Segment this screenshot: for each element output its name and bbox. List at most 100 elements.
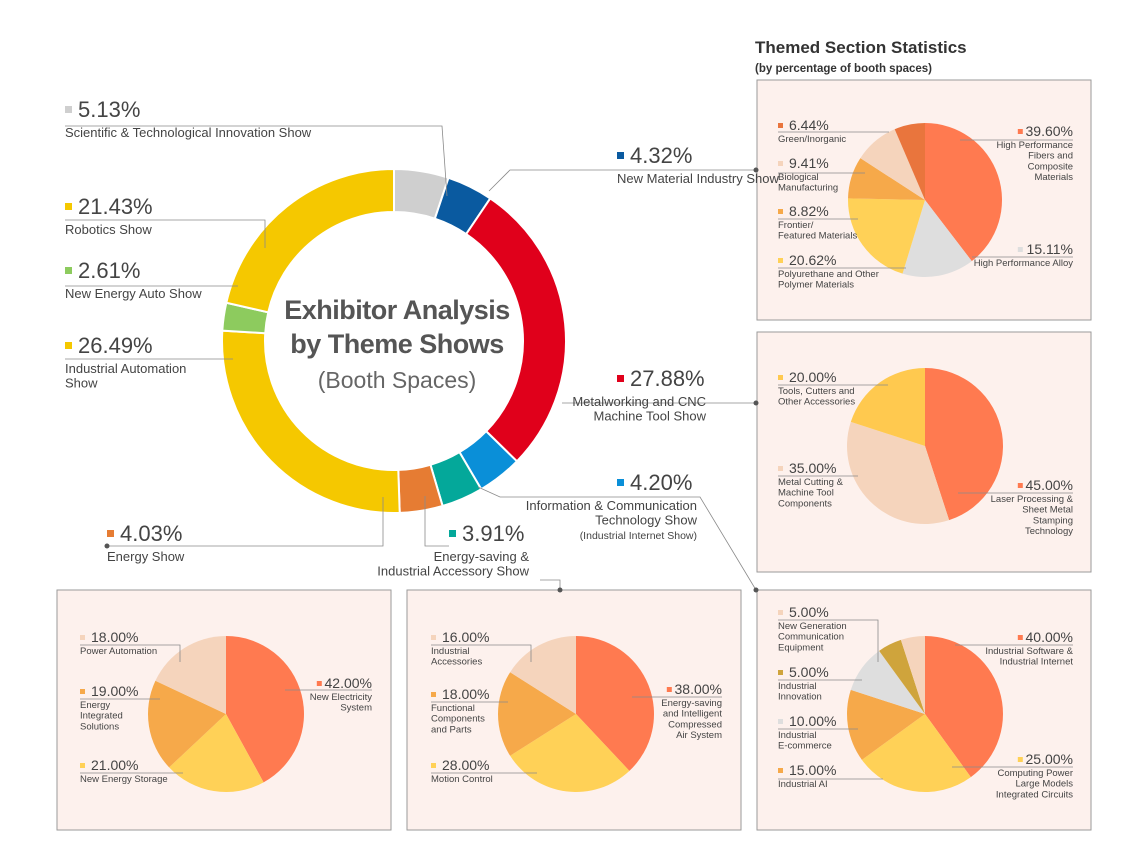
metal-tools-pct: 20.00% [789, 369, 836, 385]
main-ict-line-3: (Industrial Internet Show) [580, 530, 697, 542]
ict-ngc-line-1: New Generation [778, 621, 847, 632]
main-label-esa: 3.91% Energy-saving &Industrial Accessory… [377, 521, 529, 579]
ict-ec-line-2: E-commerce [778, 741, 832, 752]
metal-cut-line-1: Metal Cutting & [778, 477, 844, 488]
ict-slice-new-generation-communication-equipment [900, 636, 925, 714]
energy-label-pa: 18.00%Power Automation [80, 629, 157, 657]
saving-acc-swatch [431, 635, 436, 640]
energy-slice-energy-integrated-solutions [148, 680, 226, 768]
ict-ec-swatch [778, 719, 783, 724]
energy-stor-swatch [80, 763, 85, 768]
ict-ai-swatch [778, 768, 783, 773]
energy-pa-pct: 18.00% [91, 629, 138, 645]
material-gi-swatch [778, 123, 783, 128]
energy-stor-line-1: New Energy Storage [80, 774, 168, 785]
energy-slice-new-electricity-system [226, 636, 305, 783]
metal-tools-line-2: Other Accessories [778, 397, 855, 408]
metal-cut-line-2: Machine Tool [778, 488, 834, 499]
ict-ngc-swatch [778, 610, 783, 615]
energy-nes-swatch [316, 681, 322, 686]
material-pu-pct: 20.62% [789, 252, 836, 268]
main-ict-swatch [617, 479, 624, 486]
material-bio-swatch [778, 161, 783, 166]
leader-dots [104, 167, 759, 593]
main-label-sci: 5.13% Scientific & Technological Innovati… [65, 97, 312, 140]
metal-label-cut: 35.00%Metal Cutting &Machine ToolCompone… [778, 460, 844, 509]
main-label-ene: 4.03% Energy Show [107, 521, 185, 564]
energy-nes-line-1: New Electricity [310, 692, 373, 703]
labels: 5.13% Scientific & Technological Innovati… [65, 97, 1074, 800]
material-gi-pct: 6.44% [789, 117, 829, 133]
material-hpf-swatch [1017, 129, 1023, 134]
leader-pa [80, 644, 181, 662]
energy-label-stor: 21.00%New Energy Storage [80, 757, 168, 785]
material-ff-pct: 8.82% [789, 203, 829, 219]
ict-slice-computing-power-large-models-integrated-circuits [861, 714, 971, 792]
main-ind-swatch [65, 342, 72, 349]
main-ind-line-1: Industrial Automation [65, 361, 186, 376]
leader-lines [65, 125, 1073, 780]
main-nea-pct: 2.61% [78, 258, 140, 283]
ict-cp-swatch [1017, 757, 1023, 762]
themed-title: Themed Section Statistics [755, 38, 967, 57]
material-hpf-line-4: Materials [1034, 172, 1073, 183]
saving-air-line-2: and Intelligent [663, 709, 723, 720]
leader-ngc [778, 619, 879, 662]
leader-ict [477, 486, 757, 591]
material-gi-line-1: Green/Inorganic [778, 134, 846, 145]
material-hpf-line-3: Composite [1028, 161, 1073, 172]
main-met-pct: 27.88% [630, 366, 705, 391]
saving-air-line-4: Air System [676, 730, 722, 741]
material-slice-biological-manufacturing [860, 129, 925, 200]
saving-fcp-pct: 18.00% [442, 686, 489, 702]
ict-slice-industrial-e-commerce [850, 650, 925, 714]
ict-slice-industrial-innovation [879, 639, 925, 714]
main-label-nea: 2.61% New Energy Auto Show [65, 258, 202, 301]
main-label-mat: 4.32% New Material Industry Show [617, 143, 779, 186]
ict-ai-line-1: Industrial AI [778, 779, 828, 790]
dot-mat [753, 167, 759, 173]
material-hpa-line-1: High Performance Alloy [974, 258, 1074, 269]
material-bio-line-1: Biological [778, 172, 819, 183]
metal-laser-swatch [1017, 483, 1023, 488]
ict-sw-line-2: Industrial Internet [1000, 657, 1074, 668]
saving-slice-functional-components-and-parts [497, 672, 576, 756]
material-hpf-pct: 39.60% [1026, 123, 1073, 139]
ict-sw-swatch [1017, 635, 1023, 640]
saving-fcp-line-1: Functional [431, 703, 475, 714]
dot-met [753, 400, 759, 406]
ict-inn-line-1: Industrial [778, 681, 817, 692]
ict-label-sw: 40.00%Industrial Software &Industrial In… [985, 629, 1073, 668]
saving-mc-swatch [431, 763, 436, 768]
main-met-swatch [617, 375, 624, 382]
main-esa-line-2: Industrial Accessory Show [377, 564, 529, 579]
ict-ngc-pct: 5.00% [789, 604, 829, 620]
metal-slice-metal-cutting-machine-tool-components [846, 421, 950, 525]
saving-acc-line-1: Industrial [431, 646, 470, 657]
ict-sw-line-1: Industrial Software & [985, 646, 1073, 657]
energy-eis-swatch [80, 689, 85, 694]
ict-label-ngc: 5.00%New GenerationCommunicationEquipmen… [778, 604, 847, 653]
leader-mat [488, 169, 756, 192]
material-slice-high-performance-alloy [902, 200, 972, 277]
metal-pie [846, 368, 1004, 525]
ict-ec-pct: 10.00% [789, 713, 836, 729]
title-line2: by Theme Shows [290, 329, 504, 359]
saving-fcp-swatch [431, 692, 436, 697]
energy-eis-pct: 19.00% [91, 683, 138, 699]
ict-cp-line-3: Integrated Circuits [996, 789, 1073, 800]
metal-cut-swatch [778, 466, 783, 471]
dot-ict [753, 587, 759, 593]
material-pu-line-1: Polyurethane and Other [778, 269, 879, 280]
saving-mc-pct: 28.00% [442, 757, 489, 773]
energy-pa-line-1: Power Automation [80, 646, 157, 657]
main-sci-pct: 5.13% [78, 97, 140, 122]
